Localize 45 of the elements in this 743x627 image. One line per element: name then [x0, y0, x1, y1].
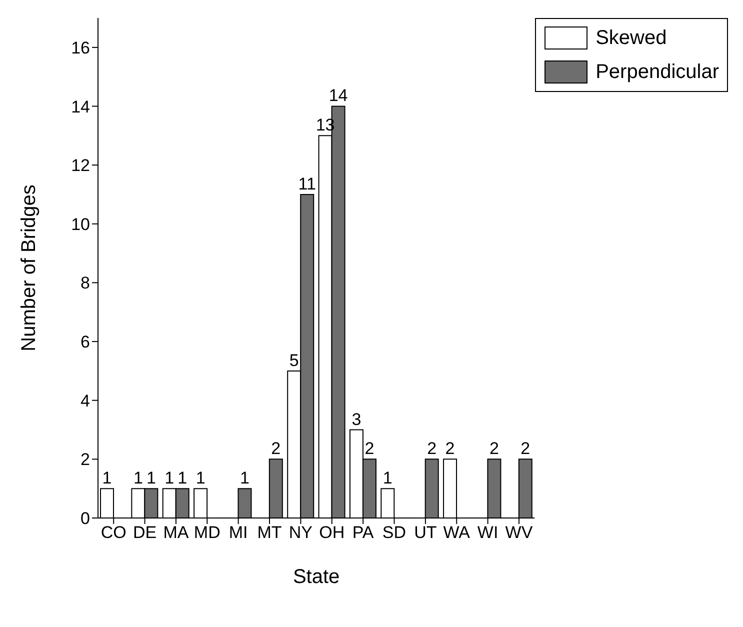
x-tick-label: MI: [228, 523, 248, 542]
data-label: 2: [489, 439, 499, 458]
x-axis-title: State: [292, 566, 340, 588]
data-label: 1: [164, 468, 174, 488]
x-tick-label: PA: [352, 523, 374, 542]
data-label: 3: [352, 410, 362, 429]
x-tick-label: MT: [257, 523, 282, 542]
data-label: 11: [298, 174, 316, 194]
data-label: 2: [364, 439, 374, 458]
data-label: 2: [427, 439, 437, 458]
x-tick-label: MA: [163, 523, 190, 542]
data-label: 2: [445, 439, 455, 458]
x-tick-label: WV: [505, 523, 534, 542]
x-tick-label: OH: [319, 523, 345, 542]
y-tick-label: 12: [71, 156, 90, 176]
y-tick-label: 6: [80, 332, 90, 352]
data-label: 1: [146, 468, 156, 488]
x-tick-label: WI: [477, 523, 498, 542]
y-tick-label: 4: [80, 391, 90, 410]
y-tick-label: 10: [71, 214, 90, 234]
y-axis-title: Number of Bridges: [18, 184, 40, 352]
x-tick-label: SD: [382, 523, 406, 542]
x-tick-label: DE: [132, 523, 157, 542]
data-label: 5: [289, 350, 299, 370]
data-label: 1: [133, 468, 143, 488]
x-tick-label: NY: [288, 523, 313, 542]
y-tick-label: 14: [71, 97, 90, 116]
data-label: 1: [196, 468, 206, 488]
y-tick-label: 0: [80, 509, 90, 528]
y-tick-label: 2: [80, 450, 90, 470]
x-tick-label: CO: [100, 523, 126, 542]
data-label: 2: [520, 439, 530, 458]
legend-label: Skewed: [596, 26, 667, 51]
data-label: 2: [271, 439, 281, 458]
x-tick-label: WA: [443, 523, 471, 542]
x-tick-label: MD: [194, 523, 220, 542]
data-label: 1: [240, 468, 250, 488]
y-tick-label: 16: [71, 38, 90, 58]
data-label: 1: [178, 468, 188, 488]
x-tick-label: UT: [414, 523, 437, 542]
data-label: 1: [382, 468, 392, 488]
data-label: 14: [328, 86, 348, 106]
data-label: 1: [102, 468, 112, 488]
legend-label: Perpendicular: [596, 60, 719, 85]
y-tick-label: 8: [80, 274, 90, 293]
